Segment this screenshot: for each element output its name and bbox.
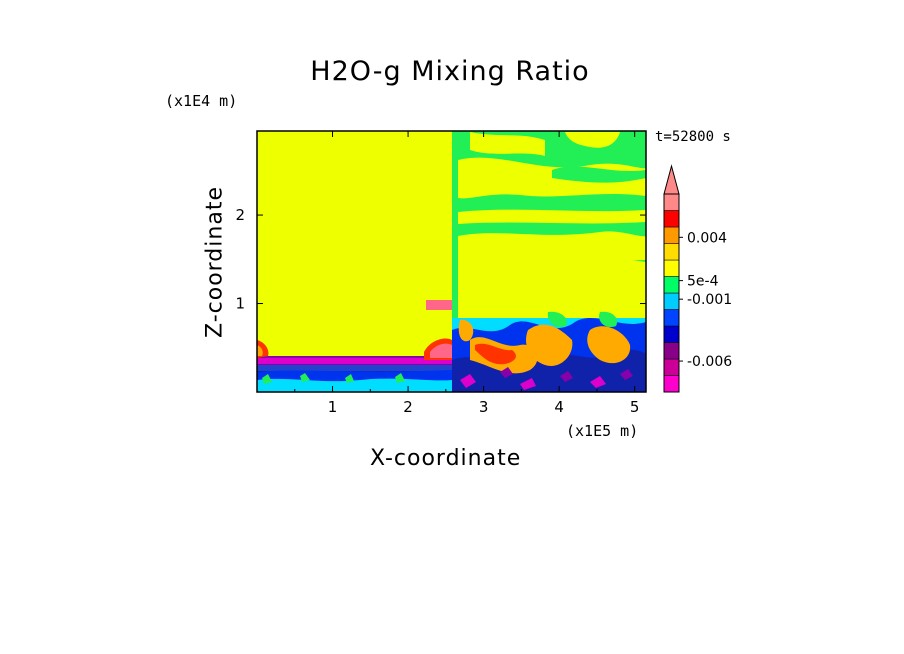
colorbar-cell [663,193,680,211]
field-region [587,326,631,364]
chart-title: H2O-g Mixing Ratio [310,56,590,87]
colorbar-cell [663,259,680,277]
field-region [458,209,646,224]
x-tick-label: 1 [328,398,338,416]
colorbar-cell [663,342,680,360]
x-tick-label: 2 [403,398,413,416]
field-left-blue-band [257,365,453,371]
field-region [552,166,646,183]
x-axis-label: X-coordinate [370,446,522,471]
colorbar-extend-arrow [663,164,680,195]
field-region [500,367,633,382]
colorbar-frame [663,193,680,393]
plot-frame [256,130,647,393]
field-region [470,132,545,156]
field-region [547,311,567,328]
x-tick-label: 3 [479,398,489,416]
field-pink-patch [426,300,452,310]
field-region [458,319,474,342]
field-region [475,343,516,365]
x-unit-label: (x1E5 m) [566,422,639,440]
colorbar-cell [663,375,680,393]
colorbar-cell [663,276,680,294]
colorbar-label: 5e-4 [687,274,719,290]
field-region [460,374,606,390]
field-left-magenta-band [257,358,453,364]
colorbar-cell [663,292,680,310]
colorbar-cell [663,226,680,244]
colorbar-cell [663,210,680,228]
field-group [257,131,646,392]
field-region [458,287,646,318]
field-region [525,324,573,366]
field-region [257,378,452,392]
field-region [430,343,452,358]
colorbar-cell [663,325,680,343]
field-region [257,345,263,356]
colorbar-cell [663,309,680,327]
y-tick-label: 2 [235,206,245,224]
x-tick-label: 5 [630,398,640,416]
colorbar-label: -0.006 [687,354,732,370]
colorbar-cell [663,358,680,376]
time-label: t=52800 s [655,129,731,145]
colorbar-label: -0.001 [687,292,732,308]
field-region [565,132,620,148]
z-unit-label: (x1E4 m) [165,92,238,110]
y-tick-label: 1 [235,295,245,313]
x-tick-label: 4 [554,398,564,416]
field-region [599,311,618,328]
colorbar-label: 0.004 [687,230,727,246]
colorbar-cell [663,243,680,261]
